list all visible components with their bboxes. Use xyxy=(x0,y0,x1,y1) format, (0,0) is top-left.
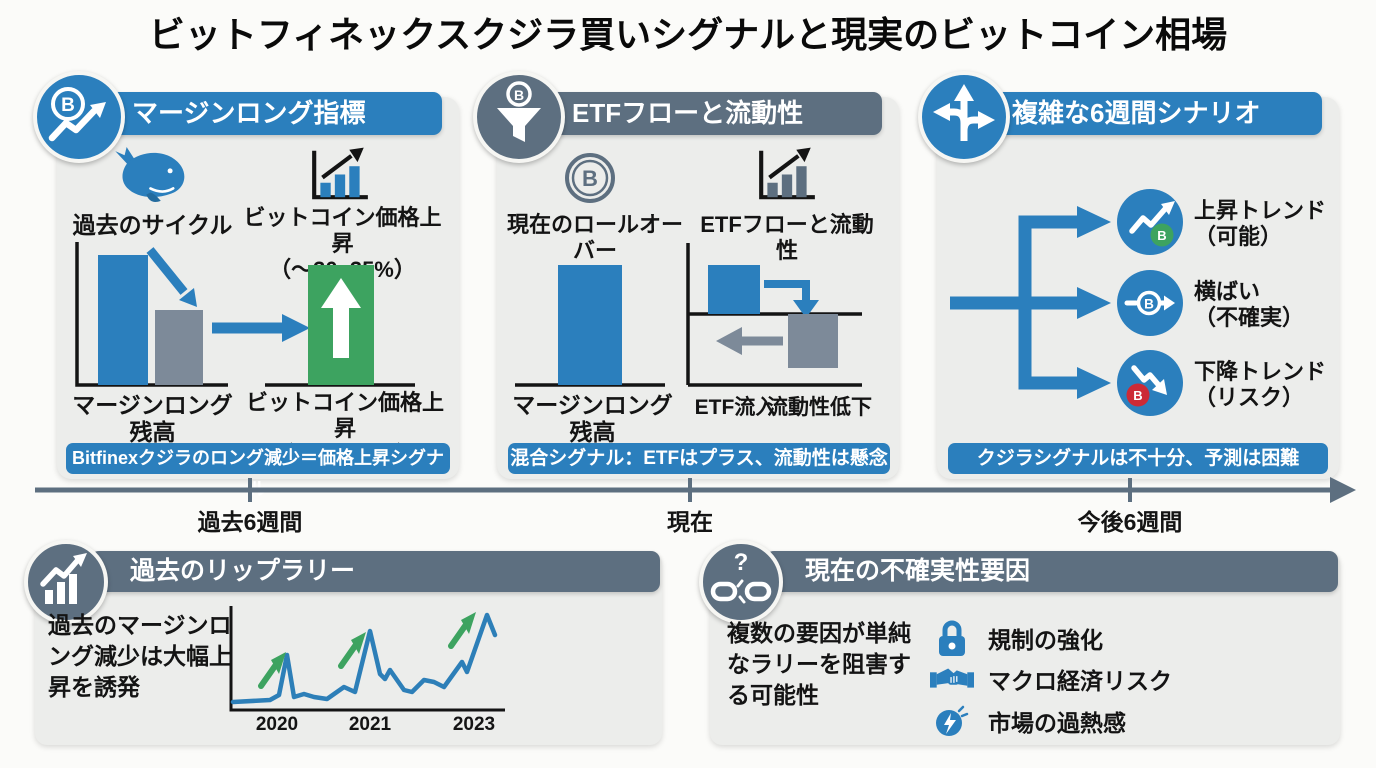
price-up-label-top: ビットコイン価格上昇 （～30–35%） xyxy=(243,205,442,282)
panel-scenarios-title: 複雑な6週間シナリオ xyxy=(1012,98,1261,128)
rally-note: 過去のマージンロ ング減少は大幅上 昇を誘発 xyxy=(48,612,232,701)
etf-flow-banner: 混合シグナル：ETFはプラス、流動性は懸念 xyxy=(508,443,890,474)
uncertainty-item-macro: マクロ経済リスク xyxy=(930,662,1172,696)
scenarios-banner: クジラシグナルは不十分、予測は困難 xyxy=(948,443,1328,474)
scenario-up-label: 上昇トレンド （可能） xyxy=(1194,198,1327,249)
svg-text:B: B xyxy=(1157,228,1166,243)
overheat-icon xyxy=(930,704,974,738)
margin-balance-label-2: マージンロング 残高 xyxy=(512,392,673,446)
margin-long-mini-chart xyxy=(75,242,415,387)
uncertainty-item-label: マクロ経済リスク xyxy=(988,668,1172,694)
past-cycle-label: 過去のサイクル xyxy=(72,212,233,238)
panel-margin-long-title: マージンロング指標 xyxy=(132,98,366,128)
liquidity-down-label: 流動性低下 xyxy=(767,396,872,419)
svg-text:B: B xyxy=(1133,388,1142,403)
panel-etf-flow-header: ETFフローと流動性 xyxy=(540,92,882,135)
handshake-icon xyxy=(930,663,974,695)
scenario-down-label: 下降トレンド （リスク） xyxy=(1194,359,1327,410)
panel-scenarios-header: 複雑な6週間シナリオ xyxy=(980,92,1322,135)
trend-down-bitcoin-icon: B xyxy=(1117,350,1183,416)
panel-rally-title: 過去のリップラリー xyxy=(130,557,356,585)
uncertainty-item-overheat: 市場の過熱感 xyxy=(930,704,1126,738)
panel-margin-long-header: マージンロング指標 xyxy=(100,92,442,135)
panel-uncertainty-header: 現在の不確実性要因 xyxy=(765,551,1338,592)
timeline-past-label: 過去6週間 xyxy=(197,509,303,535)
svg-text:?: ? xyxy=(734,549,749,576)
uncertainty-note: 複数の要因が単純 なラリーを阻害す る可能性 xyxy=(727,620,911,709)
scenario-branch-arrows xyxy=(950,206,1111,399)
panel-etf-flow-title: ETFフローと流動性 xyxy=(572,98,804,128)
bitcoin-circle-icon: B xyxy=(565,153,615,203)
rally-line-chart: 2020 2021 2023 xyxy=(229,606,505,735)
whale-icon xyxy=(115,147,185,203)
rally-year-2021: 2021 xyxy=(349,714,392,735)
growth-chart-icon xyxy=(24,540,108,624)
uncertainty-item-regulation: 規制の強化 xyxy=(930,618,1103,658)
bitcoin-trend-icon: B xyxy=(33,71,125,163)
branch-arrows-icon xyxy=(918,71,1010,163)
uncertainty-item-label: 市場の過熱感 xyxy=(988,710,1126,736)
margin-long-banner: Bitfinexクジラのロング減少＝価格上昇シグナル xyxy=(66,443,450,499)
rally-year-2020: 2020 xyxy=(256,714,298,735)
timeline-present-label: 現在 xyxy=(667,509,713,535)
etf-inflow-label: ETF流入 xyxy=(694,396,777,419)
page-title: ビットフィネックスクジラ買いシグナルと現実のビットコイン相場 xyxy=(148,14,1228,55)
svg-text:B: B xyxy=(582,166,598,191)
rollover-label: 現在のロールオーバー xyxy=(506,212,683,263)
svg-text:B: B xyxy=(1144,297,1154,312)
trend-up-bitcoin-icon: B xyxy=(1117,189,1183,255)
svg-text:B: B xyxy=(514,87,524,103)
lock-icon xyxy=(930,618,974,658)
etf-flow-mini-chart xyxy=(515,243,862,387)
timeline-axis xyxy=(35,477,1356,503)
funnel-bitcoin-icon: B xyxy=(473,71,565,163)
timeline-future-label: 今後6週間 xyxy=(1077,509,1183,535)
margin-balance-label-1: マージンロング 残高 xyxy=(72,392,233,446)
bar-chart-up-icon xyxy=(759,147,815,200)
broken-link-icon: ? xyxy=(699,540,783,624)
etf-flow-label: ETFフローと流動性 xyxy=(700,212,874,263)
bar-chart-up-icon xyxy=(312,147,368,200)
rally-line xyxy=(230,612,498,705)
panel-rally-header: 過去のリップラリー xyxy=(90,551,660,592)
panel-uncertainty-title: 現在の不確実性要因 xyxy=(805,557,1031,585)
sideways-bitcoin-icon: B xyxy=(1117,270,1183,336)
uncertainty-item-label: 規制の強化 xyxy=(988,627,1103,653)
svg-text:B: B xyxy=(61,95,75,116)
scenario-sideways-label: 横ばい （不確実） xyxy=(1194,279,1305,330)
rally-year-2023: 2023 xyxy=(453,714,495,735)
